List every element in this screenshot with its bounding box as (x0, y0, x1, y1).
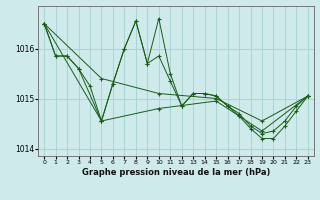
X-axis label: Graphe pression niveau de la mer (hPa): Graphe pression niveau de la mer (hPa) (82, 168, 270, 177)
